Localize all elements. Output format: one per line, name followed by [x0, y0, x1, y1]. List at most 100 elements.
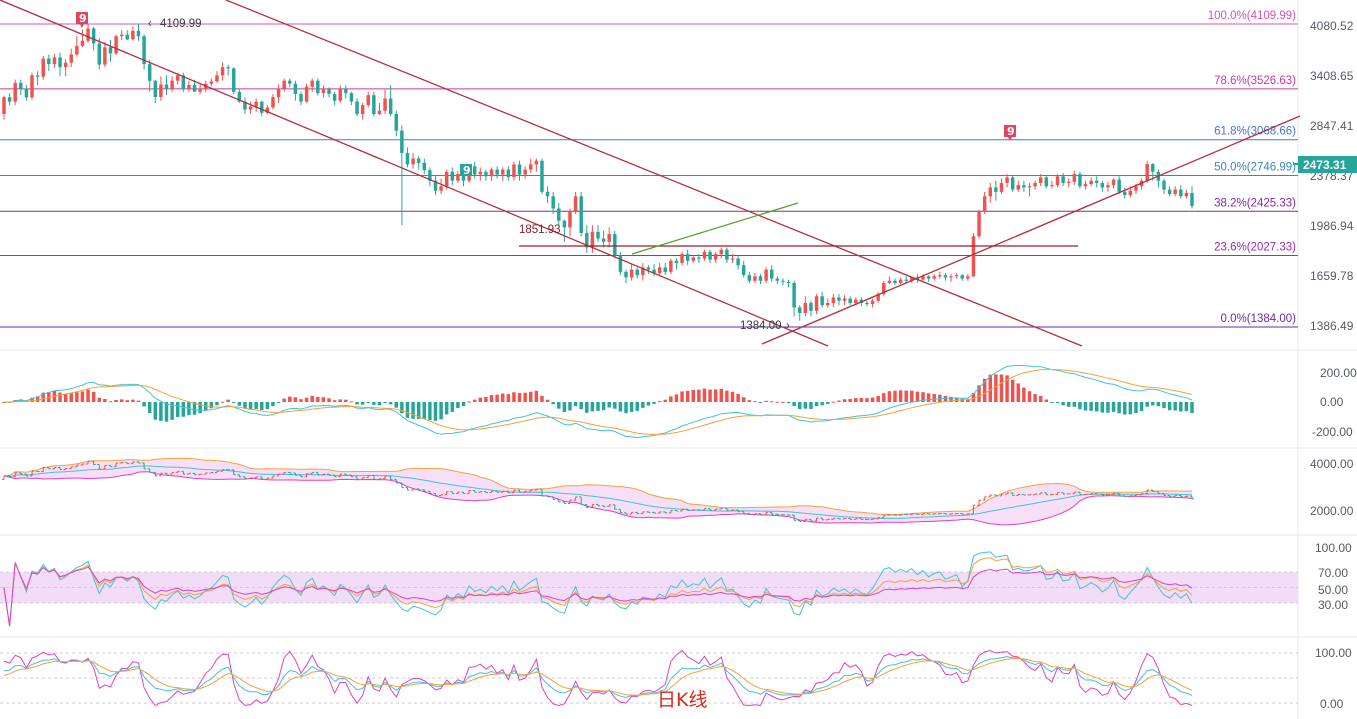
candle-body: [898, 279, 903, 283]
macd-histogram-bar: [820, 402, 824, 406]
candle-body: [814, 296, 819, 311]
macd-histogram-bar: [1179, 402, 1183, 412]
fib-label: 38.2%(2425.33): [1214, 197, 1296, 209]
candle-body: [1134, 186, 1138, 191]
boll-axis: 4000.00 2000.00: [1310, 457, 1354, 518]
macd-histogram-bar: [1128, 402, 1133, 415]
macd-dif-line: [3, 364, 1193, 439]
macd-histogram-bar: [691, 389, 696, 402]
rising-support-line[interactable]: [761, 115, 1301, 345]
macd-histogram-bar: [1123, 402, 1127, 415]
candle-body: [170, 80, 174, 89]
macd-histogram-bar: [999, 374, 1004, 402]
fibonacci-levels: 100.0%(4109.99) 78.6%(3526.63) 61.8%(3068.…: [0, 10, 1298, 328]
boll-mid-line: [3, 465, 1193, 519]
upper-channel-line[interactable]: [225, 0, 1083, 347]
macd-histogram-bar: [1050, 402, 1054, 403]
td-marker-right-text: 9: [1007, 125, 1015, 138]
price-tick: 1659.78: [1310, 269, 1354, 283]
macd-histogram-bar: [444, 402, 449, 415]
macd-histogram-bar: [680, 391, 684, 402]
candle-body: [1179, 189, 1183, 197]
macd-histogram-bar: [198, 402, 202, 414]
macd-histogram-bar: [747, 400, 752, 402]
candle-body: [2, 97, 6, 115]
candle-body: [327, 88, 331, 95]
td-marker-mid-left: 9: [460, 164, 472, 177]
macd-tick: 0.00: [1320, 395, 1344, 409]
candle-body: [1022, 185, 1026, 188]
candle-body: [848, 298, 852, 303]
candle-body: [500, 169, 505, 175]
candle-body: [248, 106, 253, 110]
candle-body: [876, 294, 880, 301]
rsi-tick: 70.00: [1318, 566, 1348, 580]
candle-body: [960, 275, 964, 279]
candle-body: [954, 275, 959, 277]
candle-body: [557, 208, 561, 221]
green-wedge-line[interactable]: [631, 202, 799, 255]
candle-body: [657, 267, 662, 273]
candle-body: [366, 95, 370, 106]
candle-body: [288, 80, 292, 84]
candle-body: [187, 85, 191, 89]
candle-body: [1173, 189, 1177, 195]
macd-histogram-bar: [388, 402, 393, 405]
kdj-tick: 0.00: [1320, 697, 1344, 711]
macd-histogram-bar: [697, 389, 701, 402]
lower-channel-line[interactable]: [0, 0, 829, 347]
candle-body: [680, 254, 684, 263]
macd-axis: 200.00 0.00 -200.00: [1312, 366, 1357, 439]
macd-histogram-bar: [349, 401, 354, 403]
candle-body: [153, 80, 158, 98]
candle-body: [803, 302, 808, 313]
candle-body: [282, 80, 286, 89]
macd-histogram-bar: [80, 391, 85, 402]
candle-body: [540, 160, 544, 192]
trend-lines[interactable]: [0, 0, 1301, 347]
candle-body: [842, 298, 847, 301]
candle-body: [607, 234, 611, 242]
candle-body: [265, 107, 270, 113]
candle-body: [1066, 181, 1071, 183]
candle-body: [674, 260, 679, 263]
macd-histogram-bar: [170, 402, 174, 420]
candle-body: [691, 257, 696, 261]
macd-histogram-bar: [478, 397, 483, 402]
macd-histogram-bar: [1061, 402, 1065, 406]
macd-histogram-bar: [512, 392, 516, 402]
candle-body: [753, 276, 757, 281]
macd-histogram-bar: [1033, 394, 1037, 402]
candle-body: [652, 269, 656, 273]
macd-histogram-bar: [428, 402, 432, 420]
macd-pane: [2, 364, 1194, 439]
macd-histogram-bar: [153, 402, 158, 420]
candle-body: [545, 191, 550, 197]
low-annotation: 1384.00: [740, 320, 782, 332]
candle-body: [226, 67, 230, 69]
macd-histogram-bar: [534, 390, 539, 402]
macd-histogram-bar: [1106, 402, 1110, 413]
candle-body: [1072, 174, 1077, 182]
rsi-tick: 30.00: [1318, 598, 1348, 612]
macd-histogram-bar: [506, 394, 511, 402]
macd-histogram-bar: [741, 397, 746, 402]
candle-body: [310, 80, 314, 87]
macd-histogram-bar: [764, 400, 768, 402]
candle-body: [635, 269, 639, 276]
macd-histogram-bar: [1022, 387, 1026, 402]
candle-body: [573, 196, 578, 212]
candle-body: [1162, 180, 1166, 190]
candle-body: [75, 45, 79, 55]
macd-histogram-bar: [394, 402, 399, 408]
macd-histogram-bar: [573, 402, 578, 407]
candle-body: [332, 94, 337, 101]
kdj-pane: [0, 649, 1298, 707]
macd-histogram-bar: [1117, 402, 1121, 414]
macd-histogram-bar: [383, 402, 387, 404]
candle-body: [568, 211, 572, 228]
macd-histogram-bar: [91, 391, 96, 402]
macd-histogram-bar: [1078, 402, 1082, 410]
macd-histogram-bar: [304, 397, 309, 402]
